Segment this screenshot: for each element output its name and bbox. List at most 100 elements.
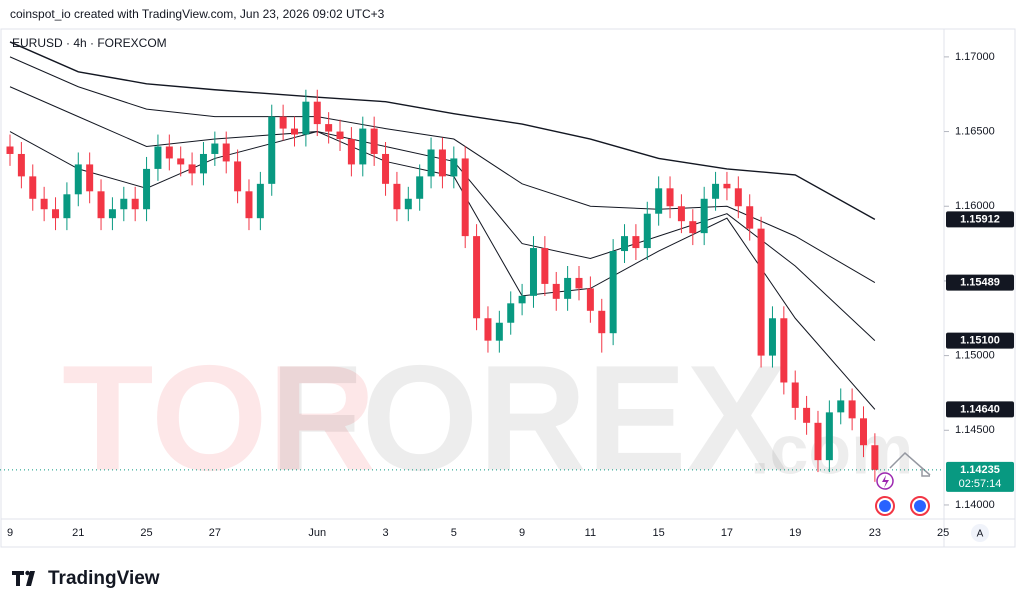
x-tick-label: Jun	[308, 527, 326, 539]
candle-body	[757, 228, 765, 356]
last-price-tag	[946, 461, 1014, 492]
candle-body	[6, 146, 14, 154]
candle-body	[860, 418, 867, 446]
candle-body	[143, 168, 151, 210]
candle-body	[677, 206, 685, 222]
event-icon-glyph	[882, 475, 889, 488]
event-icons	[875, 451, 931, 516]
candle-body	[438, 149, 446, 177]
x-tick-label: 5	[451, 527, 457, 539]
watermark-part: FOREX	[270, 334, 787, 502]
y-tick-label: 1.14000	[955, 499, 995, 511]
candle-body	[552, 283, 560, 299]
candle-body	[416, 176, 424, 199]
candle-body	[393, 183, 401, 210]
candle-body	[780, 318, 788, 383]
candle-body	[74, 164, 82, 195]
chart-frame	[0, 28, 1016, 548]
candle-body	[52, 209, 60, 219]
candle-body	[177, 158, 185, 165]
candle-body	[382, 153, 390, 184]
countdown: 02:57:14	[959, 478, 1002, 490]
candle-body	[131, 198, 139, 210]
price-tag-label: 1.15912	[960, 213, 1000, 225]
candle-body	[291, 128, 298, 135]
auto-scale-label[interactable]: A	[977, 529, 984, 540]
candle-body	[575, 277, 583, 289]
y-tick-label: 1.16000	[955, 200, 995, 212]
logo-text: TradingView	[48, 568, 160, 589]
x-tick-label: 21	[72, 527, 84, 539]
price-tag	[946, 332, 1014, 349]
candle-body	[768, 318, 776, 356]
candle-body	[803, 407, 811, 423]
x-tick-label: 3	[382, 527, 388, 539]
auto-scale-button[interactable]	[971, 524, 989, 542]
candle-body	[609, 251, 617, 334]
x-tick-label: 9	[519, 527, 525, 539]
candle-body	[484, 318, 492, 341]
moving-average	[9, 41, 876, 220]
candle-body	[495, 322, 503, 341]
candle-body	[336, 131, 344, 140]
candle-body	[848, 400, 856, 419]
plot	[6, 41, 879, 482]
price-tag-label: 1.14640	[960, 403, 1000, 415]
x-tick-label: 9	[7, 527, 13, 539]
candle-body	[655, 188, 663, 214]
x-tick-label: 19	[789, 527, 801, 539]
candle-body	[302, 101, 310, 135]
candle-body	[199, 153, 207, 174]
candle-body	[518, 295, 526, 304]
price-tag-label: 1.15100	[960, 335, 1000, 347]
candle-body	[268, 116, 276, 184]
candle-body	[108, 209, 116, 219]
candle-body	[63, 194, 71, 219]
candle-body	[359, 128, 367, 165]
event-icon-glyph	[914, 500, 926, 512]
candle-body	[643, 213, 651, 249]
candle-body	[734, 188, 742, 207]
candle-body	[40, 198, 48, 210]
x-tick-label: 27	[209, 527, 221, 539]
candle-body	[621, 236, 629, 252]
candle-body	[120, 198, 128, 210]
candle-body	[17, 153, 25, 177]
logo-mark	[25, 570, 30, 576]
candle-body	[825, 412, 833, 461]
y-tick-label: 1.16500	[955, 125, 995, 137]
x-tick-label: 11	[585, 527, 596, 539]
candle-body	[586, 288, 594, 311]
candle-body	[245, 191, 253, 219]
header: coinspot_io created with TradingView.com…	[10, 7, 385, 21]
x-tick-label: 17	[721, 527, 733, 539]
event-icon-glyph	[879, 500, 891, 512]
candle-body	[461, 158, 469, 237]
candle-body	[313, 101, 321, 125]
candle-body	[598, 310, 606, 334]
candle-body	[347, 139, 355, 165]
moving-average	[9, 56, 876, 283]
candle-body	[188, 164, 196, 174]
candle-body	[837, 400, 845, 413]
candle-body	[529, 248, 537, 296]
candle-body	[450, 158, 458, 177]
candle-body	[666, 188, 674, 207]
symbol: EURUSD · 4h · FOREXCOM	[12, 36, 167, 50]
candle-body	[723, 183, 731, 189]
candle-body	[632, 236, 640, 249]
candle-body	[473, 236, 481, 319]
candle-body	[325, 124, 333, 132]
candle-body	[370, 128, 378, 154]
candle-body	[211, 143, 219, 154]
candle-body	[507, 303, 515, 323]
y-tick-label: 1.15000	[955, 350, 995, 362]
price-tag	[946, 211, 1014, 228]
price-tag	[946, 274, 1014, 291]
candle-body	[746, 206, 754, 229]
candle-body	[712, 183, 720, 199]
candle-body	[564, 277, 572, 299]
candle-body	[234, 161, 242, 192]
x-tick-label: 25	[937, 527, 949, 539]
projection-arrow	[889, 451, 931, 477]
